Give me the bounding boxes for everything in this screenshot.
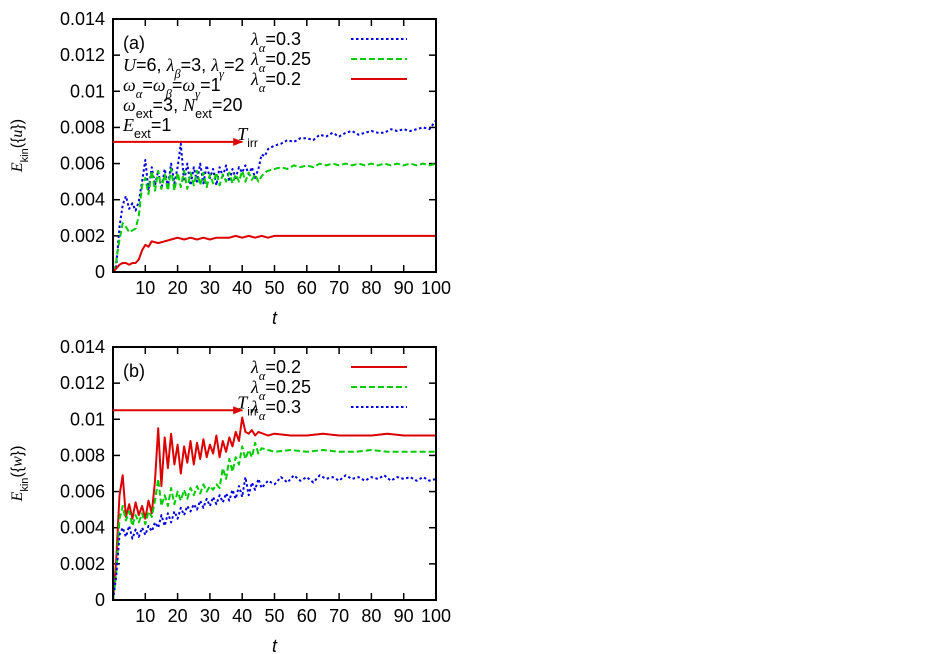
x-tick-label: 90 — [394, 278, 414, 298]
series-line-1 — [112, 162, 437, 273]
x-axis-label: t — [272, 308, 278, 328]
parameter-annotation: Eext=1 — [122, 115, 171, 141]
legend-label: λα=0.25 — [250, 49, 311, 75]
x-tick-label: 60 — [297, 278, 317, 298]
x-tick-label: 10 — [135, 606, 155, 626]
y-tick-label: 0.008 — [60, 445, 105, 465]
x-tick-label: 20 — [168, 606, 188, 626]
series-line-0 — [112, 416, 436, 601]
x-tick-label: 40 — [232, 278, 252, 298]
series-line-2 — [112, 234, 436, 273]
x-tick-label: 60 — [297, 606, 317, 626]
y-tick-label: 0 — [95, 590, 105, 610]
parameter-annotation: ωext=3, Next=20 — [123, 95, 242, 121]
plot-frame — [112, 346, 437, 601]
x-tick-label: 70 — [329, 606, 349, 626]
y-tick-label: 0 — [95, 262, 105, 282]
y-tick-label: 0.002 — [60, 226, 105, 246]
series-line-2 — [112, 474, 437, 601]
series-line-1 — [112, 441, 436, 601]
plot-frame — [112, 18, 437, 273]
legend-label: λα=0.2 — [250, 69, 301, 95]
x-tick-label: 50 — [264, 606, 284, 626]
y-tick-label: 0.008 — [60, 117, 105, 137]
y-tick-label: 0.004 — [60, 190, 105, 210]
x-tick-label: 50 — [264, 278, 284, 298]
x-tick-label: 90 — [394, 606, 414, 626]
x-tick-label: 70 — [329, 278, 349, 298]
y-tick-label: 0.006 — [60, 482, 105, 502]
legend-label: λα=0.3 — [250, 29, 301, 55]
legend-label: λα=0.3 — [250, 397, 301, 423]
y-tick-label: 0.01 — [70, 81, 105, 101]
y-tick-label: 0.004 — [60, 518, 105, 538]
legend-label: λα=0.2 — [250, 357, 301, 383]
x-tick-label: 30 — [200, 606, 220, 626]
x-tick-label: 80 — [361, 606, 381, 626]
chart-panel-b: 0 0.002 0.004 0.006 0.008 0.01 0.012 0.014 10 20 3… — [9, 337, 451, 654]
panel-label: (a) — [123, 33, 145, 53]
y-axis-label: Ekin({u}) — [9, 119, 31, 173]
parameter-annotation: ωα=ωβ=ωγ=1 — [123, 75, 221, 101]
series-line-0 — [112, 119, 437, 273]
y-tick-label: 0.014 — [60, 337, 105, 357]
x-tick-label: 100 — [421, 278, 451, 298]
x-tick-label: 10 — [135, 278, 155, 298]
x-tick-label: 20 — [168, 278, 188, 298]
arrow-label: Tirr — [237, 392, 258, 418]
y-tick-label: 0.006 — [60, 154, 105, 174]
y-tick-label: 0.014 — [60, 9, 105, 29]
y-tick-label: 0.002 — [60, 554, 105, 574]
y-tick-label: 0.01 — [70, 409, 105, 429]
chart-panel-a: 0 0.002 0.004 0.006 0.008 0.01 0.012 0.014 10 20 3… — [9, 9, 451, 328]
y-axis-label: Ekin({w}) — [9, 446, 31, 503]
legend-label: λα=0.25 — [250, 377, 311, 403]
arrow-label: Tirr — [237, 124, 258, 150]
parameter-annotation: U=6, λβ=3, λγ=2 — [123, 55, 245, 81]
x-tick-label: 80 — [361, 278, 381, 298]
x-tick-label: 40 — [232, 606, 252, 626]
x-tick-label: 100 — [421, 606, 451, 626]
x-axis-label: t — [272, 636, 278, 654]
y-tick-label: 0.012 — [60, 45, 105, 65]
panel-label: (b) — [123, 361, 145, 381]
x-tick-label: 30 — [200, 278, 220, 298]
y-tick-label: 0.012 — [60, 373, 105, 393]
